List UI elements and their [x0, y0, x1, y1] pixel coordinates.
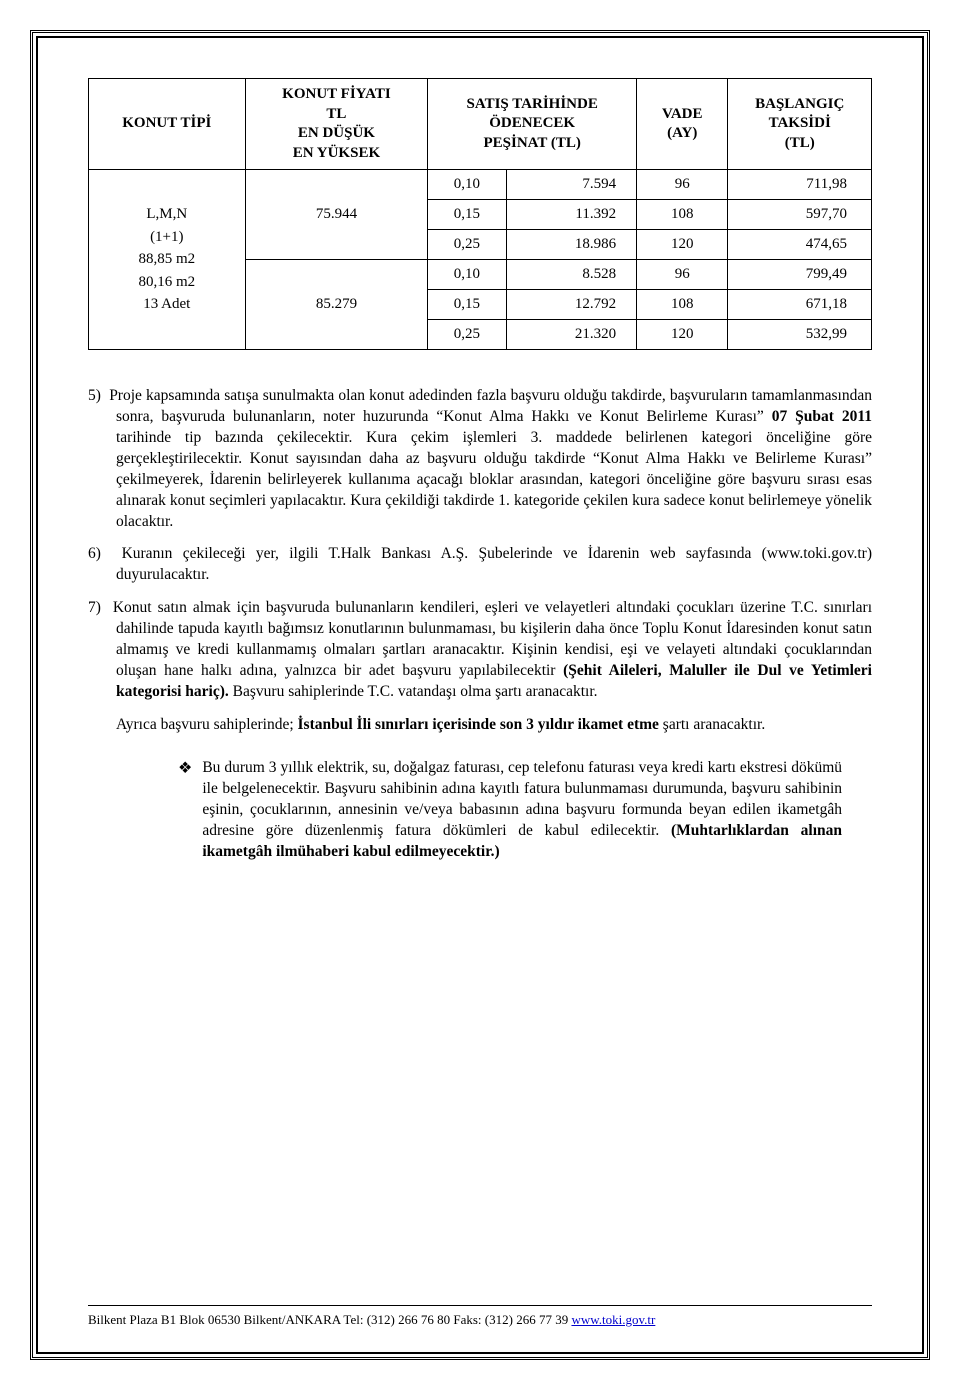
cell-pesinat-val: 12.792	[506, 290, 637, 320]
table-row: L,M,N(1+1)88,85 m280,16 m213 Adet75.9440…	[89, 170, 872, 200]
footer-link[interactable]: www.toki.gov.tr	[571, 1312, 655, 1327]
paragraph-5: 5) Proje kapsamında satışa sunulmakta ol…	[88, 386, 872, 532]
p5-text-b: tarihinde tip bazında çekilecektir. Kura…	[116, 429, 872, 530]
p5-text-a: Proje kapsamında satışa sunulmakta olan …	[109, 387, 872, 425]
cell-pesinat-val: 8.528	[506, 260, 637, 290]
th-taksit: BAŞLANGIÇTAKSİDİ(TL)	[728, 79, 872, 170]
ayrica-bold: İstanbul İli sınırları içerisinde son 3 …	[298, 716, 659, 733]
cell-fiyat: 85.279	[245, 260, 428, 350]
p7-number: 7)	[88, 599, 101, 616]
paragraph-6: 6) Kuranın çekileceği yer, ilgili T.Halk…	[88, 544, 872, 586]
bullet-item: ❖ Bu durum 3 yıllık elektrik, su, doğalg…	[178, 758, 842, 863]
cell-taksit: 799,49	[728, 260, 872, 290]
cell-pesinat-pct: 0,25	[428, 230, 506, 260]
cell-pesinat-pct: 0,15	[428, 290, 506, 320]
cell-vade: 120	[637, 230, 728, 260]
cell-vade: 96	[637, 260, 728, 290]
th-pesinat: SATIŞ TARİHİNDEÖDENECEKPEŞİNAT (TL)	[428, 79, 637, 170]
p5-number: 5)	[88, 387, 101, 404]
cell-pesinat-val: 18.986	[506, 230, 637, 260]
ayrica-b: şartı aranacaktır.	[659, 716, 765, 733]
paragraph-7: 7) Konut satın almak için başvuruda bulu…	[88, 598, 872, 703]
cell-taksit: 711,98	[728, 170, 872, 200]
bullet-text: Bu durum 3 yıllık elektrik, su, doğalgaz…	[202, 758, 842, 863]
th-konut-tipi: KONUT TİPİ	[89, 79, 246, 170]
cell-pesinat-val: 7.594	[506, 170, 637, 200]
bullet-block: ❖ Bu durum 3 yıllık elektrik, su, doğalg…	[178, 758, 872, 863]
cell-pesinat-pct: 0,15	[428, 200, 506, 230]
table-header-row: KONUT TİPİ KONUT FİYATITLEN DÜŞÜKEN YÜKS…	[89, 79, 872, 170]
th-vade: VADE(AY)	[637, 79, 728, 170]
cell-taksit: 474,65	[728, 230, 872, 260]
diamond-bullet-icon: ❖	[178, 758, 192, 863]
p6-number: 6)	[88, 545, 101, 562]
cell-taksit: 671,18	[728, 290, 872, 320]
cell-pesinat-pct: 0,10	[428, 170, 506, 200]
p7-text-b: Başvuru sahiplerinde T.C. vatandaşı olma…	[229, 683, 598, 700]
paragraph-ayrica: Ayrıca başvuru sahiplerinde; İstanbul İl…	[88, 715, 872, 736]
p6-text: Kuranın çekileceği yer, ilgili T.Halk Ba…	[116, 545, 872, 583]
cell-konut-tipi: L,M,N(1+1)88,85 m280,16 m213 Adet	[89, 170, 246, 350]
th-fiyat: KONUT FİYATITLEN DÜŞÜKEN YÜKSEK	[245, 79, 428, 170]
cell-taksit: 597,70	[728, 200, 872, 230]
cell-pesinat-pct: 0,10	[428, 260, 506, 290]
cell-vade: 120	[637, 320, 728, 350]
cell-vade: 96	[637, 170, 728, 200]
ayrica-a: Ayrıca başvuru sahiplerinde;	[116, 716, 298, 733]
footer-text: Bilkent Plaza B1 Blok 06530 Bilkent/ANKA…	[88, 1312, 655, 1328]
cell-pesinat-pct: 0,25	[428, 320, 506, 350]
content: KONUT TİPİ KONUT FİYATITLEN DÜŞÜKEN YÜKS…	[88, 78, 872, 862]
cell-pesinat-val: 21.320	[506, 320, 637, 350]
pricing-table: KONUT TİPİ KONUT FİYATITLEN DÜŞÜKEN YÜKS…	[88, 78, 872, 350]
page-inner-border: KONUT TİPİ KONUT FİYATITLEN DÜŞÜKEN YÜKS…	[36, 36, 924, 1354]
p5-date-bold: 07 Şubat 2011	[772, 408, 872, 425]
cell-fiyat: 75.944	[245, 170, 428, 260]
cell-pesinat-val: 11.392	[506, 200, 637, 230]
cell-taksit: 532,99	[728, 320, 872, 350]
cell-vade: 108	[637, 200, 728, 230]
footer-divider	[88, 1305, 872, 1306]
cell-vade: 108	[637, 290, 728, 320]
footer-address: Bilkent Plaza B1 Blok 06530 Bilkent/ANKA…	[88, 1312, 571, 1327]
